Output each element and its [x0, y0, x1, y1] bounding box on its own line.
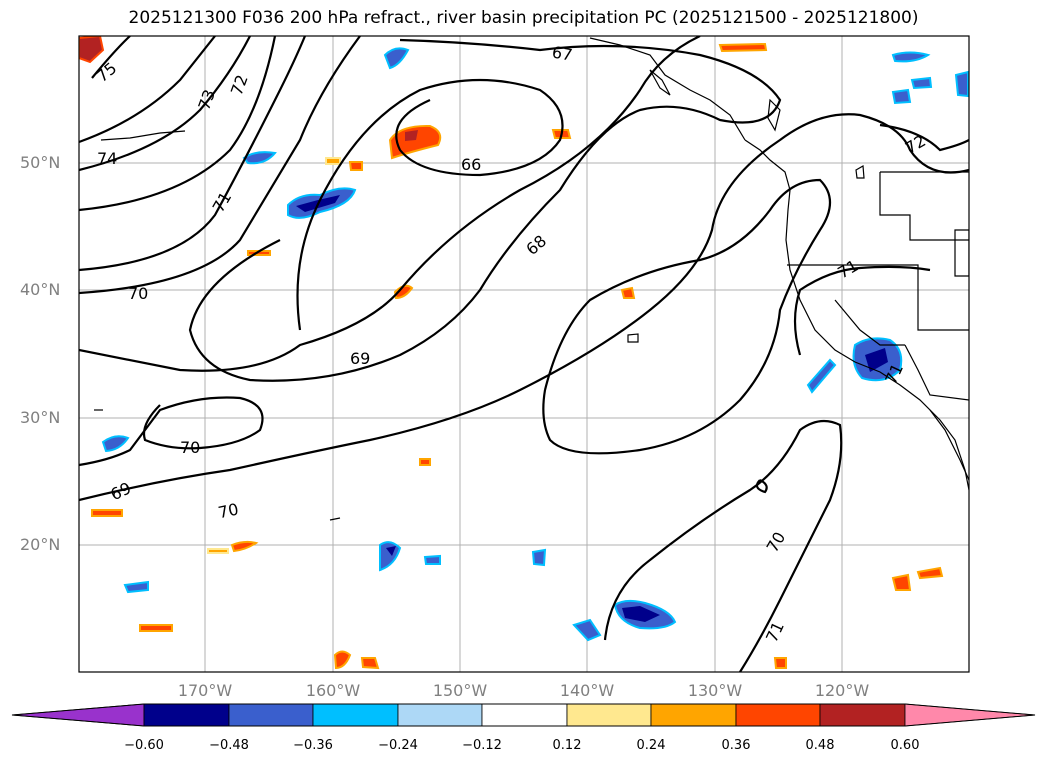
precip-patch	[419, 458, 431, 466]
precip-patch	[891, 88, 912, 105]
contour-label: 66	[461, 155, 481, 174]
precip-patch	[101, 435, 130, 453]
precip-patch	[423, 554, 441, 565]
contour-line	[79, 36, 277, 212]
map-frame	[78, 35, 970, 673]
lon-label: 130°W	[687, 681, 743, 700]
lat-label: 50°N	[20, 153, 61, 172]
precip-patch	[325, 157, 341, 165]
map-title: 2025121300 F036 200 hPa refract., river …	[128, 8, 919, 28]
contour-label: 70	[180, 438, 200, 457]
colorbar-segment	[735, 703, 821, 727]
contour-line	[79, 36, 216, 144]
colorbar-tick-label: 0.48	[805, 738, 835, 753]
lat-label: 30°N	[20, 408, 61, 427]
contour-label: 70	[128, 284, 148, 303]
precip-patch	[891, 573, 912, 591]
colorbar-tick-label: 0.36	[721, 738, 751, 753]
colorbar-tick-label: −0.36	[293, 738, 333, 753]
refractivity-contours	[79, 36, 969, 672]
precip-patch	[207, 548, 229, 554]
colorbar-tick-label: −0.12	[462, 738, 502, 753]
contour-line	[603, 419, 843, 672]
colorbar-tick-label: 0.12	[552, 738, 582, 753]
colorbar-segment	[650, 703, 737, 727]
lon-label: 140°W	[559, 681, 615, 700]
precip-patch	[91, 509, 123, 517]
precip-patch	[954, 70, 969, 98]
precip-patch	[622, 606, 660, 622]
colorbar-segment	[143, 703, 230, 727]
lat-label: 20°N	[20, 535, 61, 554]
colorbar-tick-label: −0.48	[209, 738, 249, 753]
contour-line	[296, 78, 564, 331]
precipitation-patches	[79, 36, 969, 670]
colorbar-segment	[312, 703, 399, 727]
contour-label: 67	[551, 42, 574, 64]
precip-patch	[386, 546, 396, 556]
precip-patch	[806, 358, 837, 394]
precip-patch	[388, 124, 442, 160]
colorbar-segment	[904, 703, 1036, 727]
contour-line	[793, 265, 931, 356]
contour-line	[79, 36, 701, 372]
precip-patch	[139, 624, 173, 632]
precip-patch	[379, 541, 402, 572]
contour-line	[91, 36, 131, 79]
precip-patch	[891, 51, 931, 63]
precip-patch	[360, 657, 380, 670]
contour-line	[188, 38, 782, 382]
colorbar-tick-label: −0.24	[378, 738, 418, 753]
contour-line	[542, 178, 832, 455]
precip-patch	[620, 286, 636, 299]
contour-line	[879, 123, 969, 152]
contour-line	[755, 479, 768, 494]
colorbar-tick-label: −0.60	[124, 738, 164, 753]
lat-label: 40°N	[20, 280, 61, 299]
precip-patch	[773, 657, 787, 669]
colorbar-segment	[566, 703, 652, 727]
lon-label: 170°W	[177, 681, 233, 700]
contour-line	[79, 36, 361, 295]
lon-label: 160°W	[305, 681, 361, 700]
contour-label: 69	[350, 349, 370, 368]
contour-line	[79, 36, 251, 172]
colorbar	[11, 703, 1036, 727]
precip-patch	[865, 348, 888, 372]
precip-patch	[123, 580, 149, 594]
contour-line	[79, 36, 307, 272]
precip-patch	[242, 151, 277, 165]
precip-patch	[333, 650, 352, 670]
contour-label: 74	[97, 149, 117, 168]
colorbar-segment	[819, 703, 906, 727]
lon-label: 120°W	[814, 681, 870, 700]
lon-label: 150°W	[432, 681, 488, 700]
contour-line	[79, 396, 264, 467]
colorbar-tick-label: 0.24	[636, 738, 666, 753]
precip-patch	[230, 540, 259, 553]
precip-patch	[718, 42, 768, 53]
colorbar-segment	[228, 703, 314, 727]
precip-patch	[383, 47, 410, 70]
contour-label: 70	[216, 499, 240, 522]
precip-patch	[910, 76, 933, 90]
contour-line	[79, 113, 969, 502]
precip-patch	[572, 618, 602, 642]
precip-patch	[348, 161, 363, 171]
colorbar-segment	[11, 703, 145, 727]
colorbar-tick-label: 0.60	[890, 738, 920, 753]
colorbar-segment	[481, 703, 568, 727]
map-area	[79, 36, 969, 672]
precip-patch	[916, 566, 944, 580]
precip-patch	[405, 130, 418, 141]
colorbar-segment	[397, 703, 483, 727]
precip-patch	[531, 548, 547, 567]
